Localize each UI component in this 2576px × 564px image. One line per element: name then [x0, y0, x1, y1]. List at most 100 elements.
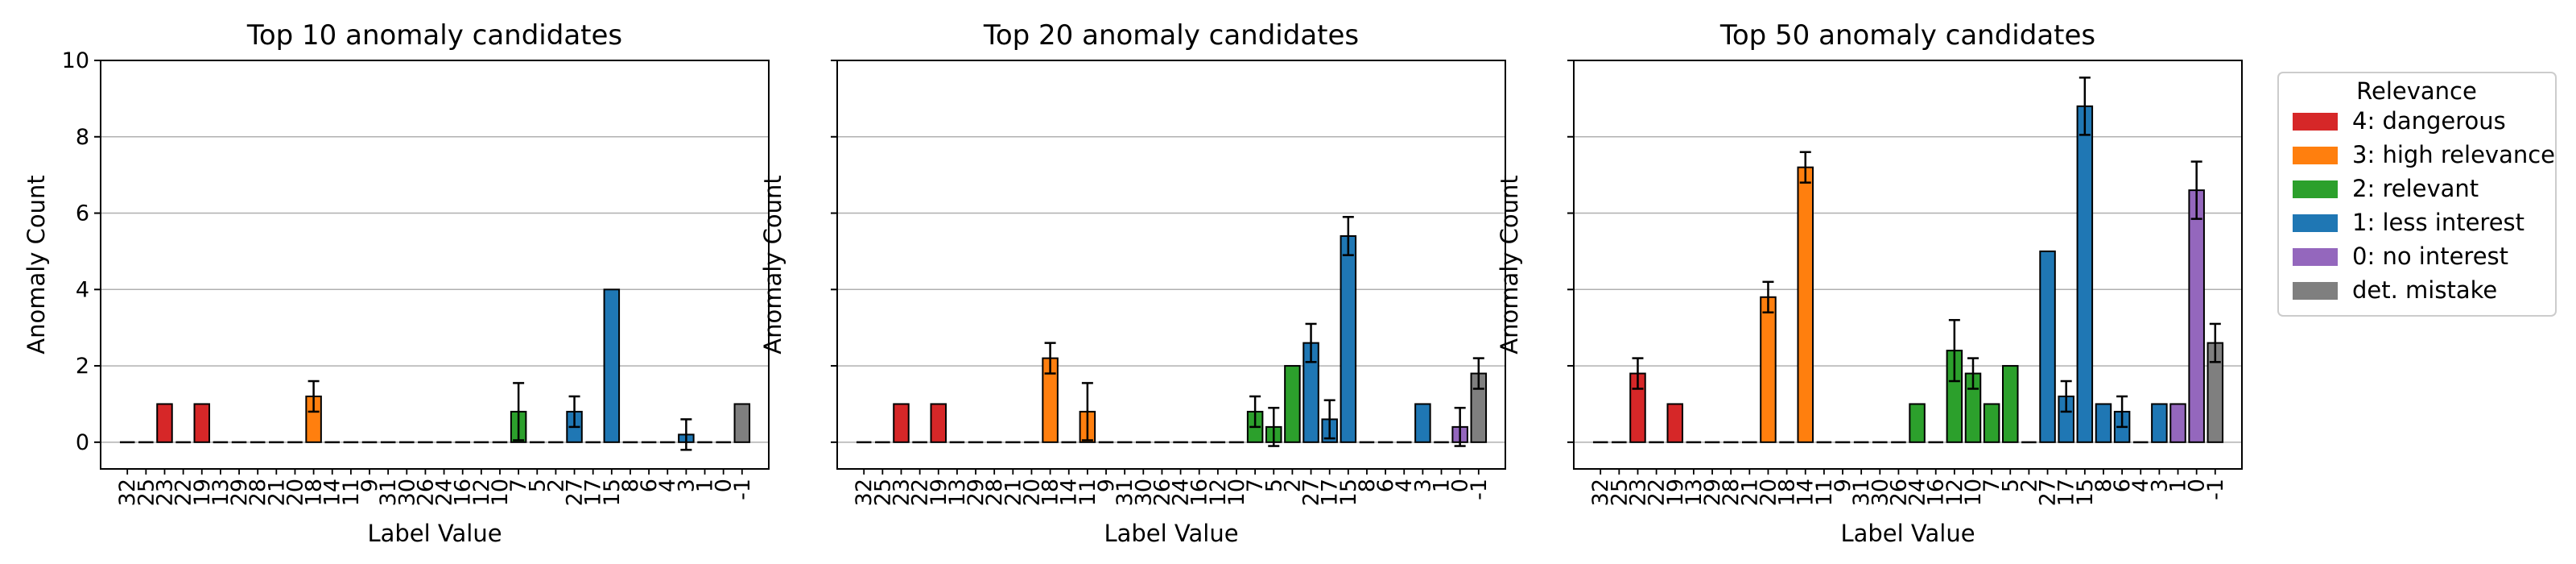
x-tick-label: 21 [1001, 479, 1026, 506]
x-tick-label: 24 [432, 479, 457, 506]
x-tick-label: 12 [469, 479, 494, 506]
x-tick-label: 8 [1355, 479, 1380, 492]
legend-label: 2: relevant [2352, 175, 2479, 202]
x-tick-label: 29 [227, 479, 252, 506]
x-tick-label: 11 [339, 479, 364, 506]
x-axis-label: Label Value [1104, 520, 1238, 547]
bar [603, 288, 621, 443]
axes-frame [100, 60, 770, 470]
x-tick-label: 14 [1794, 479, 1818, 506]
x-tick-label: 31 [1113, 479, 1137, 506]
y-tick-label: 10 [62, 48, 89, 73]
x-tick-label: 28 [1719, 479, 1744, 506]
y-tick-label: 0 [76, 430, 89, 455]
x-tick-label: 4 [1392, 479, 1417, 492]
bar [2076, 105, 2094, 443]
x-tick-label: 31 [376, 479, 401, 506]
x-tick-label: 12 [1942, 479, 1967, 506]
x-tick-label: 30 [394, 479, 419, 506]
bar [156, 403, 173, 443]
bar [2169, 403, 2186, 443]
bar [930, 403, 947, 443]
bar [1340, 234, 1357, 443]
x-tick-label: -1 [2203, 479, 2228, 500]
x-tick-label: 3 [674, 479, 699, 492]
x-tick-label: 32 [1588, 479, 1613, 506]
x-tick-label: 10 [488, 479, 513, 506]
x-tick-label: 10 [1961, 479, 1986, 506]
x-tick-label: 7 [506, 479, 531, 492]
x-tick-label: 30 [1868, 479, 1893, 506]
x-tick-label: 0 [1448, 479, 1473, 492]
x-tick-label: 11 [1812, 479, 1837, 506]
bar [1797, 166, 1814, 443]
x-tick-label: 16 [1924, 479, 1949, 506]
x-tick-label: 32 [115, 479, 140, 506]
x-tick-label: 27 [1299, 479, 1324, 506]
legend-swatch [2293, 282, 2338, 300]
x-tick-label: 3 [2147, 479, 2172, 492]
x-tick-label: 23 [152, 479, 177, 506]
x-tick-label: 1 [1430, 479, 1455, 492]
x-tick-label: 16 [1187, 479, 1212, 506]
x-tick-label: 28 [982, 479, 1007, 506]
bar [1760, 296, 1777, 443]
x-tick-label: 20 [1756, 479, 1781, 506]
x-axis-label: Label Value [367, 520, 502, 547]
x-tick-label: 15 [1336, 479, 1361, 506]
x-tick-label: 18 [302, 479, 327, 506]
legend-frame [2277, 72, 2557, 317]
x-tick-label: 26 [413, 479, 438, 506]
x-tick-label: 6 [1373, 479, 1398, 492]
legend-swatch [2293, 248, 2338, 266]
bar [733, 403, 751, 443]
bar [2095, 403, 2112, 443]
x-tick-label: 8 [618, 479, 643, 492]
bar [193, 403, 211, 443]
x-tick-label: 24 [1169, 479, 1194, 506]
x-tick-label: 9 [1094, 479, 1119, 492]
x-tick-label: 23 [1625, 479, 1650, 506]
x-tick-label: 9 [1831, 479, 1856, 492]
x-tick-label: 1 [693, 479, 718, 492]
x-tick-label: 17 [1318, 479, 1343, 506]
x-tick-label: 32 [852, 479, 877, 506]
x-tick-label: 2 [1280, 479, 1305, 492]
x-tick-label: 5 [1998, 479, 2023, 492]
x-tick-label: 16 [451, 479, 476, 506]
x-tick-label: 2 [543, 479, 568, 492]
y-axis-label: Anomaly Count [1496, 175, 1523, 355]
x-tick-label: 6 [637, 479, 662, 492]
legend-swatch [2293, 214, 2338, 232]
y-tick-label: 4 [76, 277, 89, 302]
x-tick-label: 15 [600, 479, 625, 506]
x-tick-label: 27 [563, 479, 588, 506]
x-tick-label: 17 [2054, 479, 2079, 506]
x-tick-label: 23 [889, 479, 914, 506]
x-tick-label: 13 [945, 479, 970, 506]
x-tick-label: 24 [1905, 479, 1930, 506]
x-tick-label: 3 [1410, 479, 1435, 492]
axes-frame [1573, 60, 2243, 470]
x-tick-label: 25 [1607, 479, 1632, 506]
x-tick-label: 18 [1775, 479, 1800, 506]
x-tick-label: 4 [655, 479, 680, 492]
x-tick-label: 29 [964, 479, 989, 506]
x-tick-label: 19 [190, 479, 215, 506]
x-tick-label: 17 [581, 479, 606, 506]
panel-title: Top 50 anomaly candidates [1719, 19, 2095, 52]
x-tick-label: 13 [208, 479, 233, 506]
legend-label: 4: dangerous [2352, 107, 2506, 135]
x-tick-label: 20 [283, 479, 308, 506]
x-tick-label: 7 [1979, 479, 2004, 492]
x-tick-label: 26 [1150, 479, 1174, 506]
x-tick-label: 19 [1663, 479, 1688, 506]
x-tick-label: 10 [1224, 479, 1249, 506]
y-axis-label: Anomaly Count [759, 175, 786, 355]
legend: Relevance 4: dangerous 3: high relevance 2… [2277, 72, 2557, 317]
y-tick-label: 6 [76, 201, 89, 226]
x-tick-label: 0 [2185, 479, 2210, 492]
x-tick-label: 25 [870, 479, 895, 506]
bar [1284, 365, 1301, 443]
